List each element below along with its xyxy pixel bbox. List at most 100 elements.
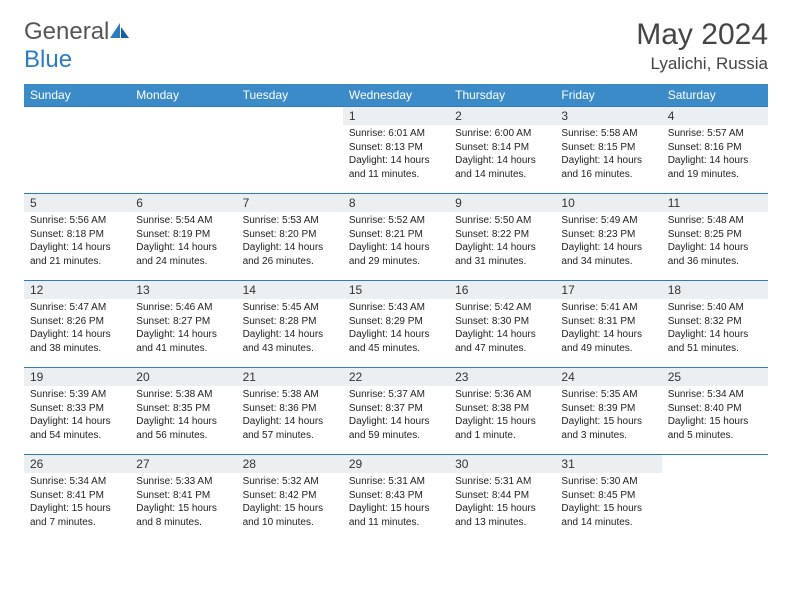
day-number: 17 [555, 281, 661, 299]
weekday-header: Thursday [449, 84, 555, 107]
day-details: Sunrise: 5:35 AMSunset: 8:39 PMDaylight:… [555, 386, 661, 446]
day-details: Sunrise: 5:38 AMSunset: 8:36 PMDaylight:… [237, 386, 343, 446]
day-number: 30 [449, 455, 555, 473]
weekday-header: Saturday [662, 84, 768, 107]
page-header: GeneralBlue May 2024 Lyalichi, Russia [24, 18, 768, 74]
day-number: 28 [237, 455, 343, 473]
day-number: 10 [555, 194, 661, 212]
calendar-day-cell: 28Sunrise: 5:32 AMSunset: 8:42 PMDayligh… [237, 455, 343, 542]
day-number: 29 [343, 455, 449, 473]
calendar-day-cell: 20Sunrise: 5:38 AMSunset: 8:35 PMDayligh… [130, 368, 236, 455]
day-number: 18 [662, 281, 768, 299]
calendar-day-cell: 27Sunrise: 5:33 AMSunset: 8:41 PMDayligh… [130, 455, 236, 542]
page-title: May 2024 [636, 18, 768, 52]
calendar-day-cell [662, 455, 768, 542]
calendar-day-cell: 31Sunrise: 5:30 AMSunset: 8:45 PMDayligh… [555, 455, 661, 542]
calendar-week-row: 1Sunrise: 6:01 AMSunset: 8:13 PMDaylight… [24, 107, 768, 194]
day-number: 4 [662, 107, 768, 125]
calendar-day-cell: 21Sunrise: 5:38 AMSunset: 8:36 PMDayligh… [237, 368, 343, 455]
calendar-day-cell: 7Sunrise: 5:53 AMSunset: 8:20 PMDaylight… [237, 194, 343, 281]
day-details: Sunrise: 5:54 AMSunset: 8:19 PMDaylight:… [130, 212, 236, 272]
calendar-day-cell: 30Sunrise: 5:31 AMSunset: 8:44 PMDayligh… [449, 455, 555, 542]
calendar-day-cell: 25Sunrise: 5:34 AMSunset: 8:40 PMDayligh… [662, 368, 768, 455]
day-details: Sunrise: 5:33 AMSunset: 8:41 PMDaylight:… [130, 473, 236, 533]
day-details: Sunrise: 5:37 AMSunset: 8:37 PMDaylight:… [343, 386, 449, 446]
day-details: Sunrise: 5:45 AMSunset: 8:28 PMDaylight:… [237, 299, 343, 359]
day-details: Sunrise: 5:58 AMSunset: 8:15 PMDaylight:… [555, 125, 661, 185]
calendar-day-cell: 9Sunrise: 5:50 AMSunset: 8:22 PMDaylight… [449, 194, 555, 281]
brand-sail-icon [109, 21, 131, 39]
day-details: Sunrise: 5:42 AMSunset: 8:30 PMDaylight:… [449, 299, 555, 359]
day-number: 20 [130, 368, 236, 386]
day-number: 22 [343, 368, 449, 386]
calendar-day-cell: 8Sunrise: 5:52 AMSunset: 8:21 PMDaylight… [343, 194, 449, 281]
calendar-header-row: SundayMondayTuesdayWednesdayThursdayFrid… [24, 84, 768, 107]
day-number: 8 [343, 194, 449, 212]
calendar-day-cell: 13Sunrise: 5:46 AMSunset: 8:27 PMDayligh… [130, 281, 236, 368]
day-details: Sunrise: 5:39 AMSunset: 8:33 PMDaylight:… [24, 386, 130, 446]
day-details: Sunrise: 5:43 AMSunset: 8:29 PMDaylight:… [343, 299, 449, 359]
calendar-day-cell: 24Sunrise: 5:35 AMSunset: 8:39 PMDayligh… [555, 368, 661, 455]
calendar-day-cell [24, 107, 130, 194]
day-details: Sunrise: 5:46 AMSunset: 8:27 PMDaylight:… [130, 299, 236, 359]
calendar-page: GeneralBlue May 2024 Lyalichi, Russia Su… [0, 0, 792, 559]
calendar-table: SundayMondayTuesdayWednesdayThursdayFrid… [24, 84, 768, 541]
day-details: Sunrise: 5:32 AMSunset: 8:42 PMDaylight:… [237, 473, 343, 533]
calendar-day-cell [130, 107, 236, 194]
weekday-header: Monday [130, 84, 236, 107]
day-number: 6 [130, 194, 236, 212]
day-details: Sunrise: 5:38 AMSunset: 8:35 PMDaylight:… [130, 386, 236, 446]
calendar-day-cell: 29Sunrise: 5:31 AMSunset: 8:43 PMDayligh… [343, 455, 449, 542]
day-number: 24 [555, 368, 661, 386]
calendar-day-cell: 19Sunrise: 5:39 AMSunset: 8:33 PMDayligh… [24, 368, 130, 455]
calendar-day-cell: 10Sunrise: 5:49 AMSunset: 8:23 PMDayligh… [555, 194, 661, 281]
calendar-day-cell: 15Sunrise: 5:43 AMSunset: 8:29 PMDayligh… [343, 281, 449, 368]
calendar-day-cell [237, 107, 343, 194]
calendar-week-row: 12Sunrise: 5:47 AMSunset: 8:26 PMDayligh… [24, 281, 768, 368]
weekday-header: Wednesday [343, 84, 449, 107]
day-details: Sunrise: 5:47 AMSunset: 8:26 PMDaylight:… [24, 299, 130, 359]
weekday-header: Sunday [24, 84, 130, 107]
day-details: Sunrise: 5:40 AMSunset: 8:32 PMDaylight:… [662, 299, 768, 359]
calendar-body: 1Sunrise: 6:01 AMSunset: 8:13 PMDaylight… [24, 107, 768, 542]
calendar-day-cell: 5Sunrise: 5:56 AMSunset: 8:18 PMDaylight… [24, 194, 130, 281]
day-details: Sunrise: 5:34 AMSunset: 8:40 PMDaylight:… [662, 386, 768, 446]
calendar-day-cell: 18Sunrise: 5:40 AMSunset: 8:32 PMDayligh… [662, 281, 768, 368]
weekday-header: Tuesday [237, 84, 343, 107]
day-details: Sunrise: 5:50 AMSunset: 8:22 PMDaylight:… [449, 212, 555, 272]
day-number: 7 [237, 194, 343, 212]
day-details: Sunrise: 5:30 AMSunset: 8:45 PMDaylight:… [555, 473, 661, 533]
day-details: Sunrise: 5:34 AMSunset: 8:41 PMDaylight:… [24, 473, 130, 533]
brand-logo: GeneralBlue [24, 18, 131, 74]
day-details: Sunrise: 5:31 AMSunset: 8:44 PMDaylight:… [449, 473, 555, 533]
calendar-day-cell: 3Sunrise: 5:58 AMSunset: 8:15 PMDaylight… [555, 107, 661, 194]
day-number: 14 [237, 281, 343, 299]
calendar-day-cell: 26Sunrise: 5:34 AMSunset: 8:41 PMDayligh… [24, 455, 130, 542]
location-subtitle: Lyalichi, Russia [636, 54, 768, 74]
brand-text: GeneralBlue [24, 18, 131, 74]
day-number: 2 [449, 107, 555, 125]
day-details: Sunrise: 6:00 AMSunset: 8:14 PMDaylight:… [449, 125, 555, 185]
calendar-week-row: 19Sunrise: 5:39 AMSunset: 8:33 PMDayligh… [24, 368, 768, 455]
day-number: 15 [343, 281, 449, 299]
calendar-day-cell: 16Sunrise: 5:42 AMSunset: 8:30 PMDayligh… [449, 281, 555, 368]
day-details: Sunrise: 5:31 AMSunset: 8:43 PMDaylight:… [343, 473, 449, 533]
day-number: 12 [24, 281, 130, 299]
calendar-day-cell: 2Sunrise: 6:00 AMSunset: 8:14 PMDaylight… [449, 107, 555, 194]
day-details: Sunrise: 5:53 AMSunset: 8:20 PMDaylight:… [237, 212, 343, 272]
calendar-day-cell: 22Sunrise: 5:37 AMSunset: 8:37 PMDayligh… [343, 368, 449, 455]
day-details: Sunrise: 5:48 AMSunset: 8:25 PMDaylight:… [662, 212, 768, 272]
calendar-day-cell: 11Sunrise: 5:48 AMSunset: 8:25 PMDayligh… [662, 194, 768, 281]
calendar-day-cell: 6Sunrise: 5:54 AMSunset: 8:19 PMDaylight… [130, 194, 236, 281]
calendar-week-row: 26Sunrise: 5:34 AMSunset: 8:41 PMDayligh… [24, 455, 768, 542]
day-details: Sunrise: 5:57 AMSunset: 8:16 PMDaylight:… [662, 125, 768, 185]
calendar-day-cell: 17Sunrise: 5:41 AMSunset: 8:31 PMDayligh… [555, 281, 661, 368]
title-block: May 2024 Lyalichi, Russia [636, 18, 768, 74]
calendar-day-cell: 14Sunrise: 5:45 AMSunset: 8:28 PMDayligh… [237, 281, 343, 368]
day-number: 11 [662, 194, 768, 212]
calendar-day-cell: 12Sunrise: 5:47 AMSunset: 8:26 PMDayligh… [24, 281, 130, 368]
brand-part1: General [24, 18, 109, 45]
day-number: 9 [449, 194, 555, 212]
day-details: Sunrise: 6:01 AMSunset: 8:13 PMDaylight:… [343, 125, 449, 185]
day-number: 1 [343, 107, 449, 125]
